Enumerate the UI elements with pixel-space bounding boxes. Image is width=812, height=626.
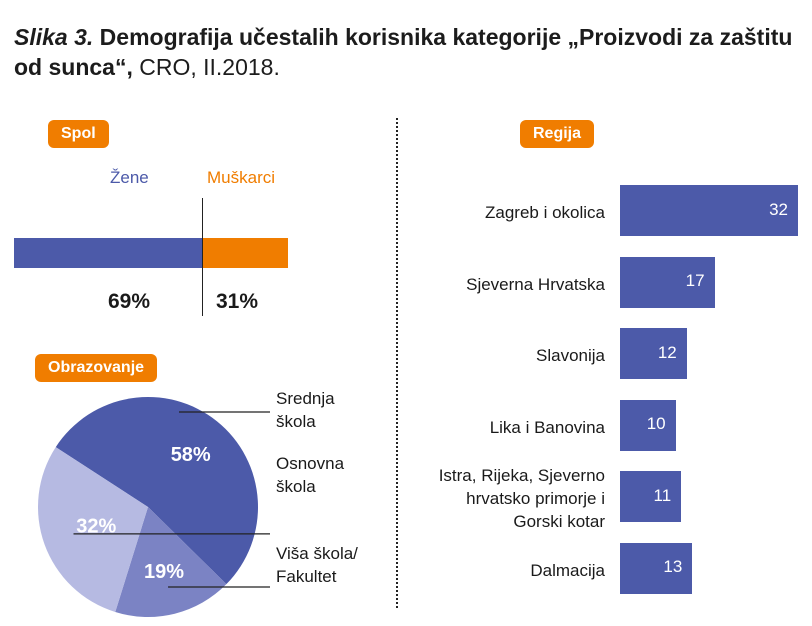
gender-women-pct: 69% [108,290,151,313]
region-bar [620,542,693,594]
pie-slice-visa [38,447,148,613]
figure-heading: Demografija učestalih korisnika kategori… [14,24,793,80]
region-category-label: Slavonija [396,344,605,367]
region-bar-value: 32 [769,199,788,219]
region-bar-value: 13 [663,557,683,576]
section-pill-education: Obrazovanje [35,354,158,382]
pie-label-osnovna-line2: škola [276,477,316,496]
region-category-label: Istra, Rijeka, Sjeverno hrvatsko primorje… [396,464,605,533]
gender-split-line [202,198,204,316]
column-divider [396,118,398,608]
region-bar-value: 17 [685,271,705,290]
pie-label-visa-line2: Fakultet [276,567,337,586]
region-bar [620,328,687,379]
region-bar-value: 10 [646,414,666,433]
region-bar-value: 12 [657,342,677,362]
region-category-label-line: Zagreb i okolica [484,203,605,222]
region-category-label-line: Sjeverna Hrvatska [466,274,605,294]
region-category-label-line: Gorski kotar [513,512,605,531]
gender-bar-women [14,238,204,268]
pie-label-srednja-line1: Srednja [276,389,335,408]
region-bar [620,185,798,236]
pie-label-srednja: Srednja škola [276,387,335,433]
region-category-label-line: Slavonija [536,346,605,365]
region-category-label-line: Lika i Banovina [489,417,605,437]
region-category-label: Dalmacija [396,559,605,582]
figure-title: Slika 3. Demografija učestalih korisnika… [14,22,794,82]
pie-value-visa: 32% [76,516,116,538]
pie-label-visa: Viša škola/ Fakultet [276,542,358,588]
region-bar-value: 11 [653,485,672,505]
region-category-label-line: Dalmacija [530,560,605,580]
education-pie: 58% 19% 32% [38,396,270,617]
gender-legend-women: Žene [110,168,149,187]
gender-men-pct: 31% [216,290,259,313]
figure-source: CRO, II.2018. [139,54,280,80]
pie-label-visa-line1: Viša škola/ [276,544,358,563]
gender-bar-men [203,238,288,268]
pie-label-osnovna-line1: Osnovna [276,454,345,473]
gender-legend-men: Muškarci [207,168,276,187]
pie-value-osnovna: 19% [144,561,184,583]
pie-label-srednja-line2: škola [276,412,316,431]
pie-slice-srednja [55,396,259,585]
region-bar [620,471,682,522]
region-category-label: Zagreb i okolica [396,201,605,224]
region-bar [620,399,676,451]
section-pill-gender: Spol [48,120,109,148]
pie-value-srednja: 58% [171,444,211,466]
region-category-label: Sjeverna Hrvatska [396,273,605,296]
region-bar [620,256,715,308]
figure-number: Slika 3. [14,24,94,50]
section-pill-region: Regija [520,120,595,148]
region-category-label-line: Istra, Rijeka, Sjeverno [438,466,605,485]
region-category-label: Lika i Banovina [396,416,605,439]
pie-label-osnovna: Osnovna škola [276,452,344,498]
region-category-label-line: hrvatsko primorje i [466,489,605,508]
pie-slice-osnovna [115,507,227,617]
